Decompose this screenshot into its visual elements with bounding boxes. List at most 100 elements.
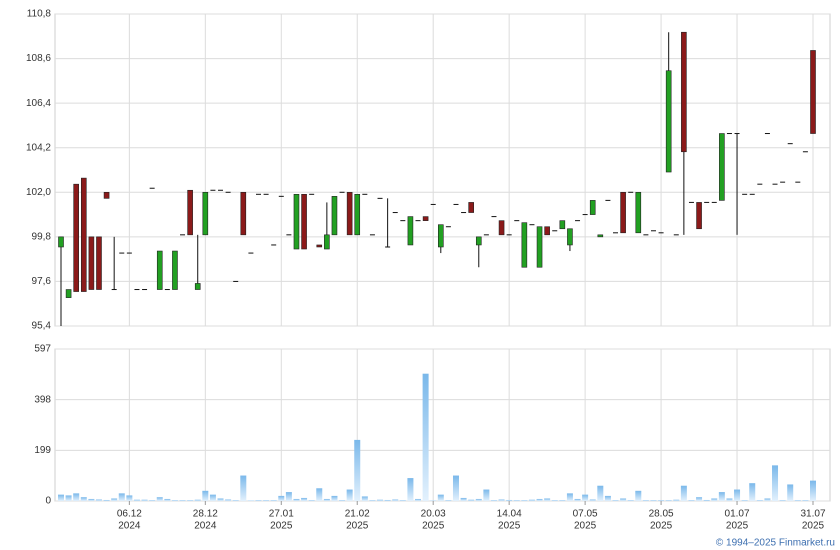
volume-bar [171, 500, 178, 501]
volume-bar [551, 500, 558, 501]
volume-bar [620, 498, 627, 501]
volume-bar [316, 488, 323, 501]
volume-bar [422, 373, 429, 501]
volume-bar [354, 439, 361, 501]
volume-bar [696, 497, 703, 501]
volume-bar [673, 499, 680, 501]
y-tick-label: 97,6 [32, 276, 52, 287]
candle-body [437, 224, 444, 248]
volume-bar [749, 483, 756, 501]
volume-bar [164, 498, 171, 501]
credit[interactable]: © 1994–2025 Finmarket.ru [716, 538, 835, 549]
candle-body [681, 31, 687, 153]
volume-bar [635, 490, 642, 501]
volume-bar [779, 500, 786, 501]
y2-tick-label: 398 [34, 394, 51, 405]
x-tick-label: 01.07 [725, 509, 750, 520]
volume-bar [430, 500, 437, 501]
candle-body [194, 283, 201, 290]
volume-bar [392, 499, 399, 501]
volume-bar [582, 494, 589, 501]
volume-bar [103, 499, 110, 501]
volume-bar [111, 498, 118, 501]
x-tick-year: 2025 [726, 521, 749, 532]
x-tick-year: 2025 [802, 521, 825, 532]
volume-bar [187, 500, 194, 501]
candle-body [544, 226, 550, 236]
volume-bar [88, 498, 95, 501]
candle-body [407, 216, 414, 246]
y2-tick-label: 0 [45, 496, 51, 507]
volume-bar [506, 499, 513, 501]
volume-bar [810, 480, 816, 501]
candle-body [331, 196, 338, 236]
volume-bar [597, 485, 604, 501]
volume-bar [331, 495, 338, 501]
candle-body [422, 216, 429, 221]
x-tick-year: 2025 [270, 521, 293, 532]
candle-body [316, 244, 323, 248]
candle-body [810, 50, 816, 134]
candle-body [620, 191, 626, 234]
volume-bar [361, 496, 368, 501]
volume-panel [54, 348, 831, 502]
candle-body [73, 183, 79, 292]
volume-bar [202, 490, 209, 501]
candle-body [65, 289, 72, 298]
volume-bar [627, 500, 634, 501]
volume-bar [612, 500, 619, 501]
y-tick-label: 108,6 [26, 53, 51, 64]
volume-bar [270, 500, 277, 501]
volume-bar [194, 499, 201, 501]
volume-bar [703, 499, 710, 501]
candle-body [589, 200, 596, 215]
volume-bar [278, 495, 285, 501]
candle-body [719, 133, 725, 201]
volume-bar [559, 500, 566, 501]
x-tick-year: 2025 [422, 521, 445, 532]
candle-body [156, 250, 163, 290]
volume-bar [149, 500, 156, 501]
candle-body [559, 220, 566, 230]
candle-body [324, 234, 330, 250]
y-tick-label: 102,0 [26, 187, 51, 198]
volume-bar [566, 493, 573, 501]
candle-body [96, 236, 102, 290]
x-tick-year: 2025 [498, 521, 521, 532]
volume-bar [384, 499, 391, 501]
volume-bar [118, 493, 125, 501]
x-tick-label: 28.12 [193, 509, 218, 520]
x-tick-label: 28.05 [649, 509, 674, 520]
volume-bar [179, 500, 186, 501]
volume-bar [95, 499, 102, 501]
volume-bar [574, 498, 581, 501]
volume-bar [133, 499, 140, 501]
volume-bar [263, 500, 270, 501]
y-tick-label: 104,2 [26, 142, 51, 153]
volume-bar [741, 500, 748, 501]
volume-bar [498, 499, 505, 501]
volume-bar [772, 465, 779, 501]
volume-bar [232, 500, 239, 501]
volume-bar [665, 500, 672, 501]
volume-bar [346, 489, 353, 501]
volume-bar [688, 500, 695, 501]
x-tick-label: 31.07 [800, 509, 825, 520]
volume-bar [711, 498, 718, 501]
volume-bar [377, 499, 384, 501]
x-tick-year: 2024 [194, 521, 217, 532]
y-tick-label: 106,4 [26, 98, 51, 109]
volume-bar [521, 500, 528, 501]
volume-bar [589, 499, 596, 501]
x-tick-label: 14.04 [497, 509, 522, 520]
volume-bar [339, 500, 346, 501]
volume-bar [460, 497, 467, 501]
volume-bar [126, 495, 133, 501]
volume-bar [658, 500, 665, 501]
volume-bar [680, 485, 687, 501]
volume-bar [141, 499, 148, 501]
y2-tick-label: 199 [34, 445, 51, 456]
candle-body [172, 250, 178, 290]
volume-bar [80, 497, 87, 501]
